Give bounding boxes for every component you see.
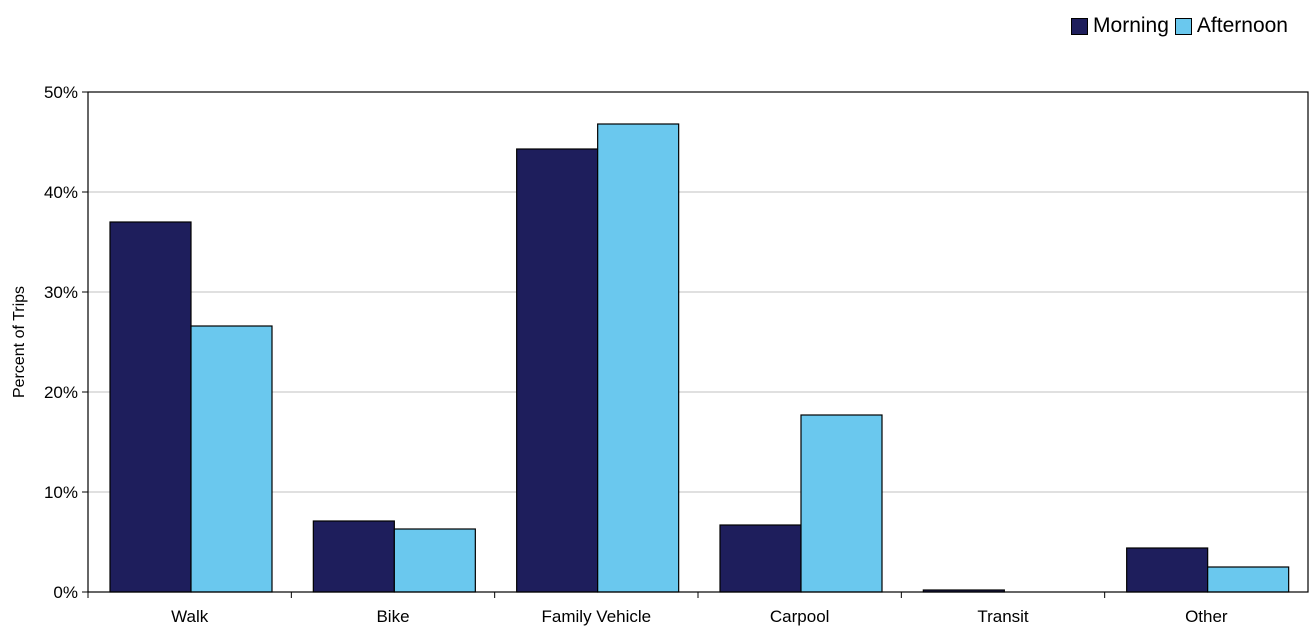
x-category-label: Family Vehicle — [542, 607, 652, 626]
y-tick-label: 40% — [44, 183, 78, 202]
y-tick-label: 50% — [44, 83, 78, 102]
y-tick-label: 20% — [44, 383, 78, 402]
bar-morning-bike — [312, 520, 395, 593]
y-tick-label: 30% — [44, 283, 78, 302]
legend-item-afternoon: Afternoon — [1174, 14, 1288, 38]
legend-item-morning: Morning — [1071, 14, 1169, 38]
bar-afternoon-carpool — [800, 414, 883, 593]
bar-morning-other — [1126, 547, 1209, 593]
bar-morning-family-vehicle — [516, 148, 599, 593]
x-category-label: Carpool — [770, 607, 830, 626]
legend-label-morning: Morning — [1093, 14, 1169, 37]
y-tick-label: 0% — [53, 583, 78, 602]
x-category-label: Walk — [171, 607, 209, 626]
x-category-label: Transit — [977, 607, 1029, 626]
y-tick-label: 10% — [44, 483, 78, 502]
legend-label-afternoon: Afternoon — [1196, 14, 1288, 37]
bar-afternoon-family-vehicle — [597, 123, 680, 593]
bars — [109, 123, 1290, 593]
x-category-label: Other — [1185, 607, 1228, 626]
legend-swatch-morning — [1071, 17, 1089, 35]
legend-swatch-afternoon — [1174, 17, 1192, 35]
bar-afternoon-bike — [393, 528, 476, 593]
y-axis-label: Percent of Trips — [11, 286, 28, 398]
chart-legend: Morning Afternoon — [1071, 14, 1288, 38]
bar-morning-carpool — [719, 524, 802, 593]
bar-afternoon-walk — [190, 325, 273, 593]
bar-morning-walk — [109, 221, 192, 593]
bar-afternoon-other — [1207, 566, 1290, 593]
x-category-labels: Walk Bike Family Vehicle Carpool Transit Othe… — [87, 592, 1228, 626]
x-category-label: Bike — [376, 607, 409, 626]
y-tick-labels: 0% 10% 20% 30% 40% 50% — [44, 83, 78, 602]
